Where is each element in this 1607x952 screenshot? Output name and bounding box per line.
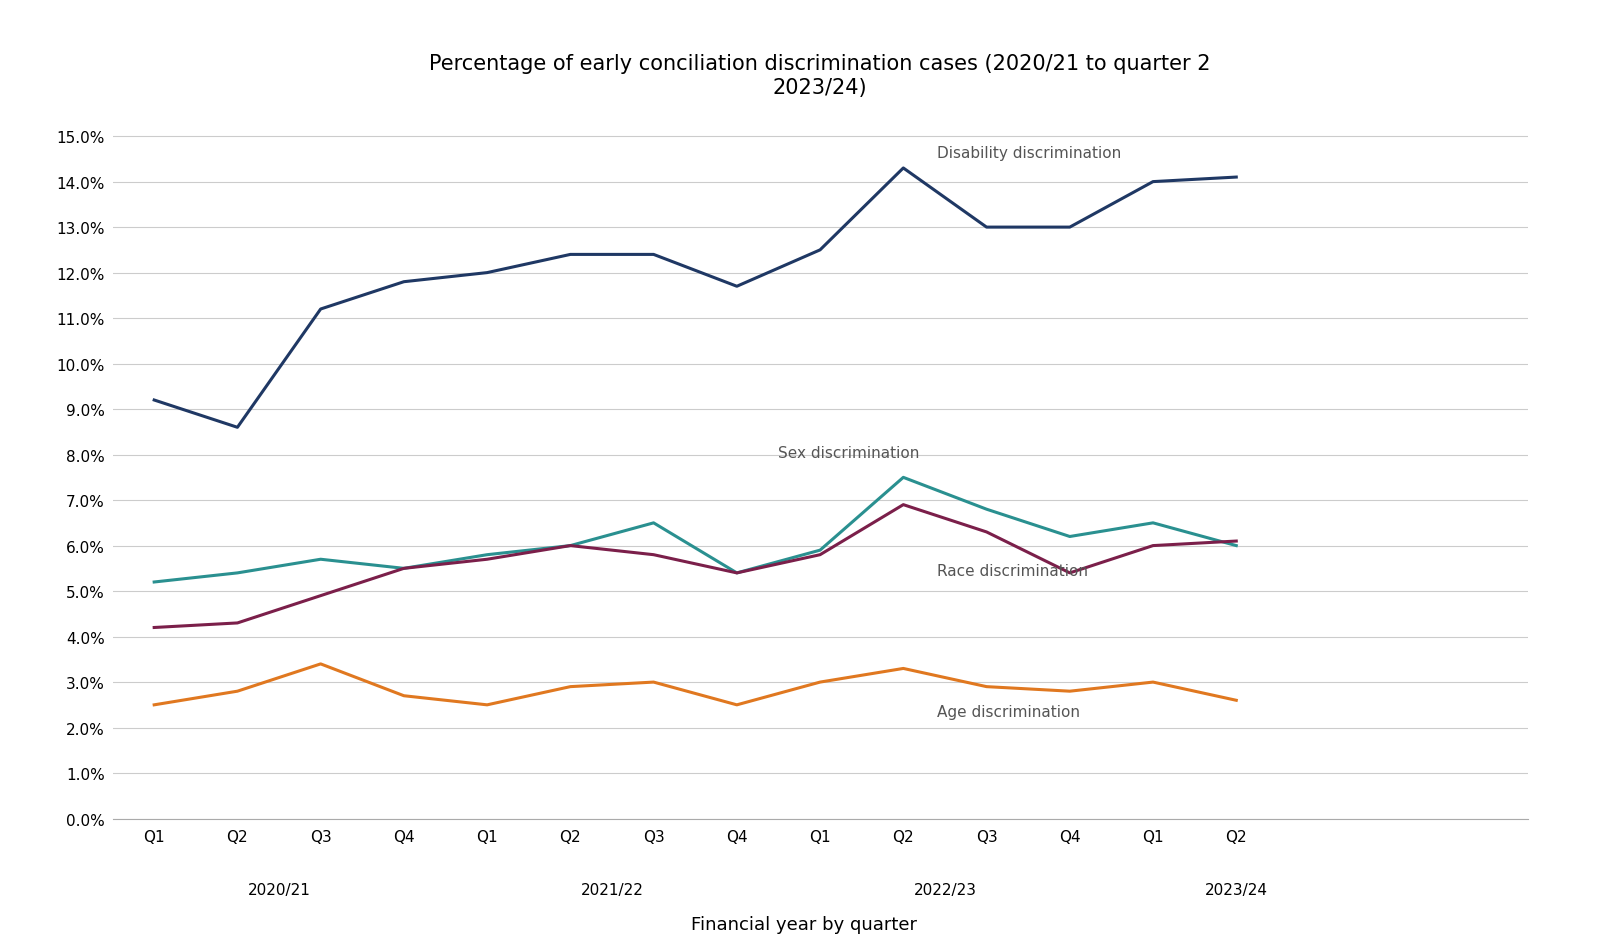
Text: Financial year by quarter: Financial year by quarter	[691, 915, 916, 933]
Text: Sex discrimination: Sex discrimination	[778, 446, 919, 461]
Text: 2020/21: 2020/21	[247, 883, 310, 897]
Text: 2021/22: 2021/22	[580, 883, 643, 897]
Text: Race discrimination: Race discrimination	[935, 564, 1086, 579]
Text: 2022/23: 2022/23	[913, 883, 975, 897]
Text: Disability discrimination: Disability discrimination	[935, 146, 1120, 160]
Text: 2023/24: 2023/24	[1204, 883, 1266, 897]
Title: Percentage of early conciliation discrimination cases (2020/21 to quarter 2
2023: Percentage of early conciliation discrim…	[429, 54, 1210, 97]
Text: Age discrimination: Age discrimination	[935, 704, 1078, 720]
